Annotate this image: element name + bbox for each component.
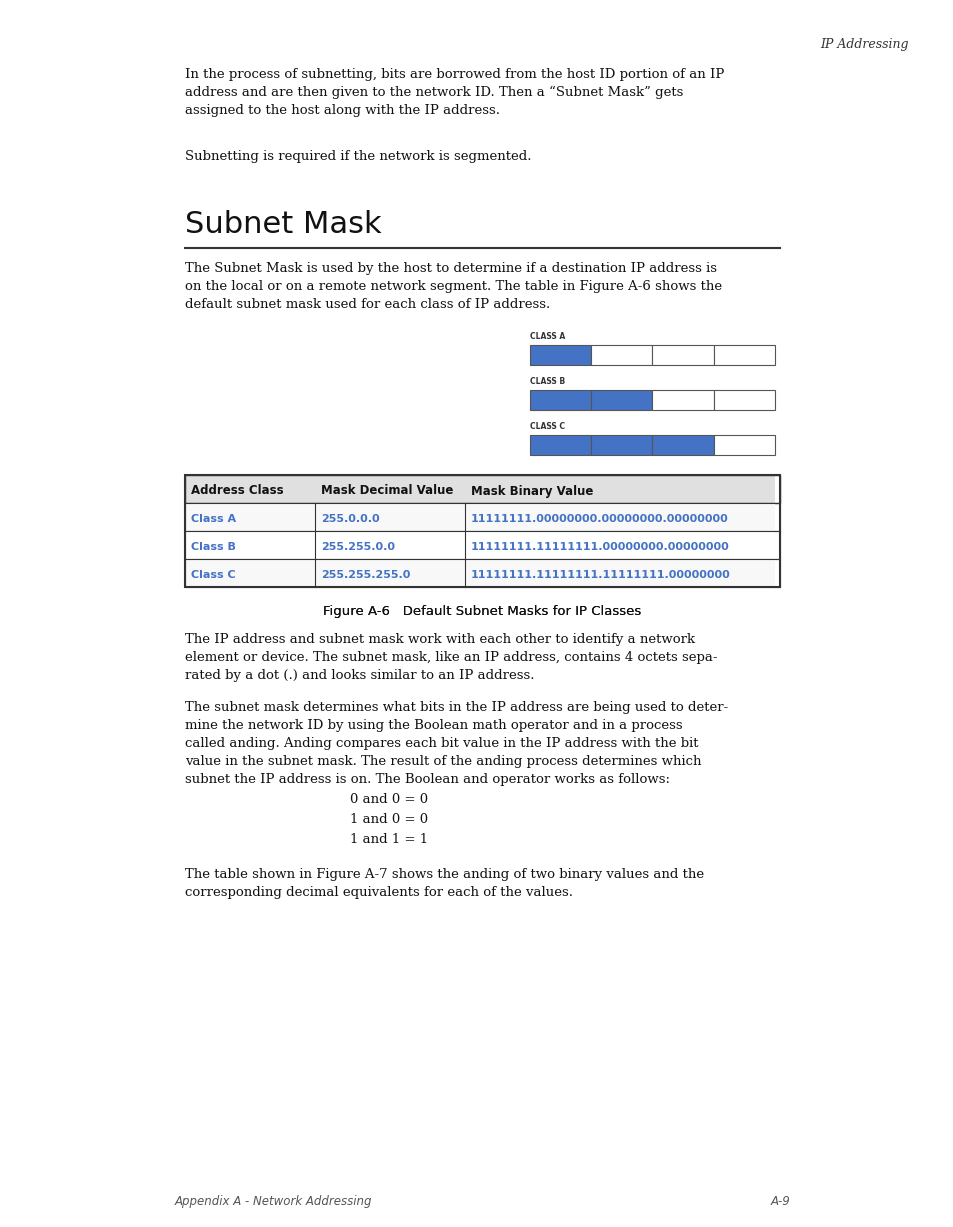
Bar <box>652 390 713 410</box>
Text: Class C: Class C <box>191 571 235 580</box>
Text: The Subnet Mask is used by the host to determine if a destination IP address is
: The Subnet Mask is used by the host to d… <box>185 263 721 310</box>
Text: In the process of subnetting, bits are borrowed from the host ID portion of an I: In the process of subnetting, bits are b… <box>185 67 723 118</box>
Bar <box>464 503 774 531</box>
Bar <box>185 475 314 503</box>
Text: 1 and 0 = 0: 1 and 0 = 0 <box>350 814 428 826</box>
Bar <box>185 503 780 531</box>
Bar <box>713 390 774 410</box>
Bar <box>464 531 774 560</box>
Text: Subnet Mask: Subnet Mask <box>185 210 381 239</box>
Bar <box>185 475 780 587</box>
Text: Figure A-6   Default Subnet Masks for IP Classes: Figure A-6 Default Subnet Masks for IP C… <box>323 605 641 618</box>
Text: Subnetting is required if the network is segmented.: Subnetting is required if the network is… <box>185 150 531 163</box>
Text: 0 and 0 = 0: 0 and 0 = 0 <box>350 793 428 806</box>
Text: 1 and 1 = 1: 1 and 1 = 1 <box>350 833 428 845</box>
Bar <box>314 503 464 531</box>
Text: A-9: A-9 <box>769 1195 789 1209</box>
Bar <box>185 503 314 531</box>
Bar <box>591 390 652 410</box>
Text: Class B: Class B <box>191 542 235 552</box>
Bar <box>185 560 314 587</box>
Text: Figure A-6   Default Subnet Masks for IP Classes: Figure A-6 Default Subnet Masks for IP C… <box>323 605 641 618</box>
Text: 255.255.0.0: 255.255.0.0 <box>320 542 395 552</box>
Text: Address Class: Address Class <box>191 485 283 497</box>
Bar <box>185 531 314 560</box>
Bar <box>713 345 774 364</box>
Bar <box>464 560 774 587</box>
Bar <box>530 390 591 410</box>
Bar <box>652 436 713 455</box>
Text: 11111111.11111111.11111111.00000000: 11111111.11111111.11111111.00000000 <box>471 571 730 580</box>
Bar <box>464 475 774 503</box>
Text: CLASS C: CLASS C <box>530 422 564 431</box>
Bar <box>530 345 591 364</box>
Text: 11111111.00000000.00000000.00000000: 11111111.00000000.00000000.00000000 <box>471 514 728 524</box>
Bar <box>652 345 713 364</box>
Text: IP Addressing: IP Addressing <box>820 38 907 52</box>
Text: 11111111.11111111.00000000.00000000: 11111111.11111111.00000000.00000000 <box>471 542 729 552</box>
Text: Mask Binary Value: Mask Binary Value <box>471 485 593 497</box>
Text: The table shown in Figure A-7 shows the anding of two binary values and the
corr: The table shown in Figure A-7 shows the … <box>185 867 703 899</box>
Text: The IP address and subnet mask work with each other to identify a network
elemen: The IP address and subnet mask work with… <box>185 633 717 682</box>
Text: 255.0.0.0: 255.0.0.0 <box>320 514 379 524</box>
Text: Class A: Class A <box>191 514 236 524</box>
Text: CLASS A: CLASS A <box>530 333 565 341</box>
Text: 255.255.255.0: 255.255.255.0 <box>320 571 410 580</box>
Bar <box>185 531 780 560</box>
Bar <box>591 436 652 455</box>
Text: The subnet mask determines what bits in the IP address are being used to deter-
: The subnet mask determines what bits in … <box>185 701 727 787</box>
Text: Mask Decimal Value: Mask Decimal Value <box>320 485 453 497</box>
Bar <box>314 560 464 587</box>
Bar <box>314 531 464 560</box>
Bar <box>591 345 652 364</box>
Bar <box>530 436 591 455</box>
Bar <box>185 475 780 503</box>
Text: CLASS B: CLASS B <box>530 377 564 387</box>
Bar <box>713 436 774 455</box>
Bar <box>314 475 464 503</box>
Text: Appendix A - Network Addressing: Appendix A - Network Addressing <box>174 1195 372 1209</box>
Bar <box>185 560 780 587</box>
